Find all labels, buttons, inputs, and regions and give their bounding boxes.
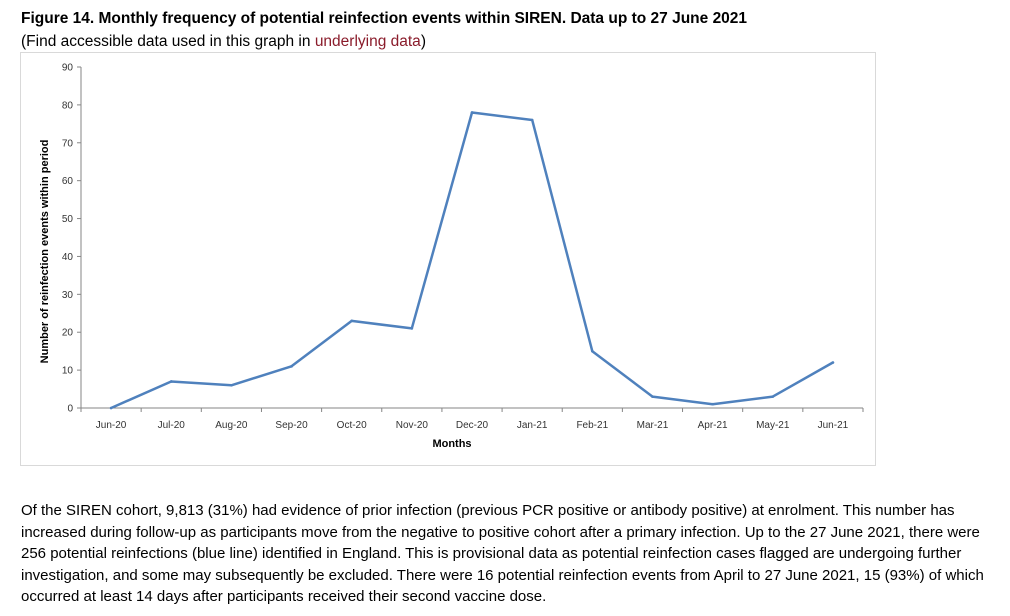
- x-tick-label: Jun-20: [96, 420, 127, 431]
- data-point: [230, 383, 233, 387]
- data-point: [350, 319, 353, 323]
- chart-container: 0 10 20 30 40 50 60 70 80 90 Jun-20 Jul-20 Aug-20 Sep…: [20, 52, 876, 466]
- x-tick-label: Nov-20: [396, 420, 429, 431]
- subtitle-suffix: ): [420, 33, 426, 50]
- y-tick-label: 60: [62, 176, 74, 187]
- x-tick-label: May-21: [756, 420, 790, 431]
- y-tick-label: 40: [62, 252, 74, 263]
- series-line-0: [109, 111, 835, 410]
- y-tick-label: 30: [62, 290, 74, 301]
- data-point: [470, 111, 474, 114]
- x-tick-label: Sep-20: [275, 420, 308, 431]
- y-tick-label: 0: [67, 404, 73, 415]
- x-tick-label: Dec-20: [456, 420, 489, 431]
- data-point: [410, 327, 414, 330]
- x-tick-label: Jul-20: [158, 420, 186, 431]
- y-tick-label: 20: [62, 328, 74, 339]
- y-axis-title: Number of reinfection events within peri…: [39, 140, 51, 364]
- data-point: [651, 395, 654, 398]
- data-point: [109, 406, 113, 410]
- x-tick-label: Jan-21: [517, 420, 548, 431]
- x-tick-label: Feb-21: [576, 420, 608, 431]
- x-tick-label: Aug-20: [215, 420, 248, 431]
- x-tick-label: Jun-21: [818, 420, 849, 431]
- y-tick-label: 80: [62, 100, 74, 111]
- data-point: [169, 380, 173, 383]
- data-point: [290, 365, 293, 368]
- y-tick-label: 70: [62, 138, 74, 149]
- data-point: [591, 349, 594, 353]
- x-tick-label: Oct-20: [337, 420, 367, 431]
- x-axis-title: Months: [432, 438, 471, 450]
- underlying-data-link[interactable]: underlying data: [314, 33, 421, 50]
- x-tick-label: Mar-21: [637, 420, 669, 431]
- y-tick-label: 50: [62, 214, 74, 225]
- data-point: [771, 395, 775, 398]
- line-chart: 0 10 20 30 40 50 60 70 80 90 Jun-20 Jul-20 Aug-20 Sep…: [39, 63, 864, 450]
- subtitle-prefix: (Find accessible data used in this graph…: [21, 33, 315, 50]
- y-tick-label: 90: [62, 63, 74, 74]
- figure-title: Figure 14. Monthly frequency of potentia…: [21, 10, 748, 27]
- body-paragraph: Of the SIREN cohort, 9,813 (31%) had evi…: [21, 502, 984, 605]
- figure-subtitle: (Find accessible data used in this graph…: [21, 33, 426, 51]
- data-point: [831, 361, 835, 364]
- y-tick-label: 10: [62, 366, 74, 377]
- x-tick-label: Apr-21: [698, 420, 728, 431]
- data-point: [711, 402, 714, 406]
- data-point: [530, 118, 534, 122]
